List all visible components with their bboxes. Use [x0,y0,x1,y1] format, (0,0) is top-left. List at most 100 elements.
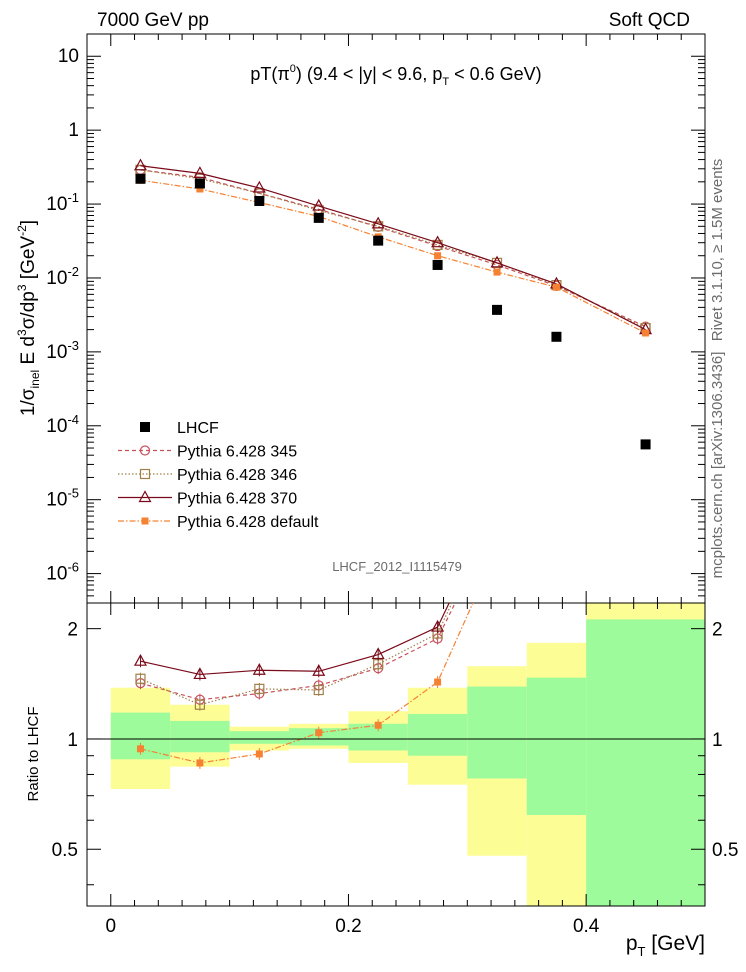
y-tick-label: 10 [58,46,79,67]
band-inner-6 [467,686,527,779]
ratio-y-tick-label: 0.5 [52,840,78,861]
ratio-1-point-7 [552,478,561,487]
uncertainty-bands [110,603,705,906]
series-2-point-0 [133,158,147,171]
ratio-2-point-3 [312,664,326,676]
main-series-layer [133,158,653,450]
ratio-3-point-7 [553,489,560,496]
data-point-5 [432,259,443,270]
ratio-3-point-8 [642,179,649,186]
ratio-3-point-0 [136,745,144,753]
y-tick-label: 1 [68,120,79,141]
y-tick-label: 10-2 [46,264,79,289]
ratio-1-point-6 [493,502,502,511]
ratio-y-tick-label: 1 [67,730,78,751]
data-point-6 [492,304,503,315]
ratio-1-point-8 [641,156,650,165]
data-point-3 [313,212,324,223]
ratio-2-point-0 [133,653,147,666]
ratio-axis-ticks: 0 0.2 0.4 0.5 0.5 1 1 2 2 [52,603,738,937]
series-2-point-4 [371,216,385,229]
main-axis-ticks: 10 1 10-1 10-2 10-3 10-4 10-5 10-6 [46,33,706,604]
legend-label-2: Pythia 6.428 346 [177,467,297,484]
data-point-0 [135,173,146,184]
ratio-2-point-5 [431,619,445,632]
ratio-1-point-0 [135,673,146,684]
ratio-y-tick-label-right: 2 [712,620,723,641]
series-2-point-1 [193,166,207,178]
legend-marker-0 [140,422,150,432]
legend-label-3: Pythia 6.428 370 [177,491,297,508]
ratio-3-point-3 [315,729,323,737]
ratio-y-tick-label-right: 1 [712,730,723,751]
ratio-2-point-6 [492,497,503,507]
legend-label-0: LHCF [177,420,219,437]
series-line-2 [140,165,646,331]
ratio-series-layer [133,152,651,769]
series-line-0 [140,169,646,328]
series-3-point-5 [434,252,442,260]
ratio-1-point-1 [194,699,206,710]
header-right-label: Soft QCD [609,10,690,31]
ratio-2-point-4 [371,647,385,660]
y-tick-label: 10-6 [46,560,79,585]
ratio-2-point-2 [252,663,266,675]
analysis-watermark: LHCF_2012_I1115479 [332,559,462,574]
ratio-2-point-7 [551,471,562,481]
series-3-point-8 [642,329,650,337]
ratio-0-point-6 [493,514,502,523]
band-inner-1 [170,720,230,753]
ratio-2-point-8 [640,163,651,173]
ratio-y-axis-label: Ratio to LHCF [25,706,42,801]
ratio-y-tick-label-right: 0.5 [712,840,738,861]
ratio-3-point-1 [196,759,204,767]
series-3-point-1 [196,185,204,193]
data-point-4 [373,235,384,246]
y-tick-label: 10-4 [46,412,79,437]
ratio-2-point-1 [193,667,207,680]
ratio-y-tick-label: 2 [67,620,78,641]
band-inner-5 [407,713,468,756]
ratio-1-point-2 [254,683,265,694]
x-tick-label: 0.4 [573,916,600,937]
x-tick-label: 0 [105,916,116,937]
mcplots-source-label: mcplots.cern.ch [arXiv:1306.3436] [709,352,726,579]
legend-label-4: Pythia 6.428 default [177,514,319,531]
y-axis-label: 1/σinel E d3σ/dp3 [GeV-2] [15,220,42,416]
ratio-line-1 [140,603,453,706]
ratio-3-point-6 [494,545,501,552]
legend-marker-1 [139,445,151,456]
ratio-0-point-7 [552,482,561,491]
series-line-1 [140,169,646,329]
ratio-3-point-2 [255,750,263,758]
legend-label-1: Pythia 6.428 345 [177,444,297,461]
series-2-point-2 [252,180,266,193]
ratio-0-point-8 [641,152,650,161]
rivet-version-label: Rivet 3.1.10, ≥ 1.5M events [709,159,726,342]
band-inner-7 [526,677,587,816]
chart-title: pT(π0) (9.4 < |y| < 9.6, pT < 0.6 GeV) [250,63,541,88]
series-3-point-7 [552,283,560,291]
ratio-3-point-4 [374,721,382,729]
data-point-2 [254,196,265,207]
x-tick-label: 0.2 [335,916,361,937]
data-point-1 [194,178,205,189]
y-tick-label: 10-1 [46,190,79,215]
band-inner-2 [229,731,290,744]
series-line-3 [140,179,646,334]
y-tick-label: 10-3 [46,338,79,363]
x-axis-label: pT [GeV] [626,932,705,959]
data-point-7 [551,331,562,342]
series-3-point-6 [493,268,501,276]
band-inner-8 [586,619,705,906]
ratio-3-point-5 [434,678,442,686]
legend-marker-2 [139,468,151,480]
series-2-point-3 [312,198,326,211]
series-2-point-6 [490,255,504,268]
series-2-point-5 [431,235,445,248]
legend: LHCF Pythia 6.428 345 Pythia 6.428 346 Pyth… [118,420,319,531]
ratio-1-point-3 [313,684,324,696]
y-tick-label: 10-5 [46,486,79,511]
legend-marker-4 [141,517,149,525]
